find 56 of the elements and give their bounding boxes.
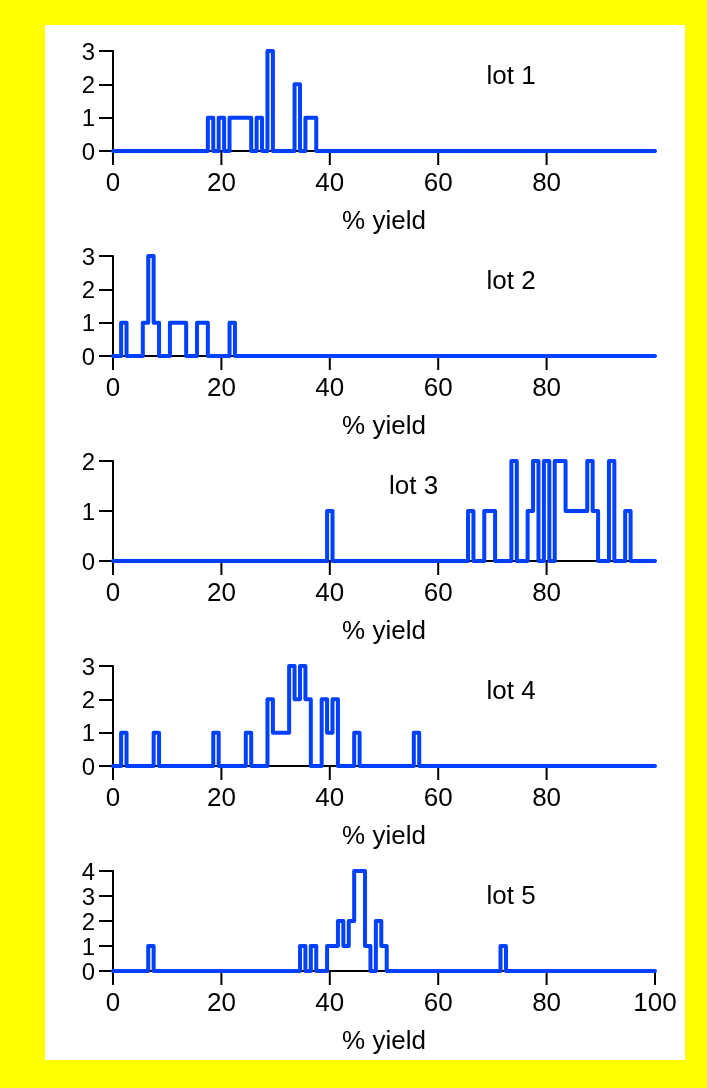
x-tick-label: 20	[206, 782, 236, 812]
x-tick-label: 80	[532, 782, 562, 812]
x-tick-label: 40	[315, 372, 345, 402]
chart-title: lot 4	[486, 675, 536, 705]
x-tick-label: 20	[206, 577, 236, 607]
x-axis-title: % yield	[342, 410, 426, 440]
chart-title: lot 1	[486, 60, 536, 90]
x-tick-label: 80	[532, 987, 562, 1017]
x-tick-label: 40	[315, 577, 345, 607]
y-tick-label: 0	[81, 342, 95, 370]
x-tick-label: 60	[423, 372, 453, 402]
x-tick-label: 0	[105, 987, 121, 1017]
x-tick-label: 100	[633, 987, 677, 1017]
y-tick-label: 0	[81, 957, 95, 985]
x-axis-title: % yield	[342, 615, 426, 645]
y-tick-label: 2	[81, 685, 95, 713]
x-tick-label: 80	[532, 577, 562, 607]
x-axis-title: % yield	[342, 1025, 426, 1055]
x-tick-label: 20	[206, 372, 236, 402]
y-tick-label: 0	[81, 752, 95, 780]
chart-title: lot 3	[389, 470, 439, 500]
y-tick-label: 1	[81, 104, 95, 132]
y-tick-label: 2	[81, 275, 95, 303]
x-tick-label: 20	[206, 987, 236, 1017]
chart-title: lot 2	[486, 265, 536, 295]
y-tick-label: 3	[81, 652, 95, 680]
x-tick-label: 0	[105, 577, 121, 607]
y-tick-label: 2	[81, 447, 95, 475]
y-tick-label: 1	[81, 497, 95, 525]
x-tick-label: 80	[532, 372, 562, 402]
y-tick-label: 2	[81, 70, 95, 98]
x-tick-label: 40	[315, 782, 345, 812]
x-tick-label: 60	[423, 577, 453, 607]
x-tick-label: 60	[423, 167, 453, 197]
y-tick-label: 1	[81, 932, 95, 960]
y-tick-label: 3	[81, 37, 95, 65]
y-tick-label: 4	[81, 857, 95, 885]
x-tick-label: 60	[423, 782, 453, 812]
x-tick-label: 0	[105, 782, 121, 812]
chart-title: lot 5	[486, 880, 536, 910]
y-tick-label: 2	[81, 907, 95, 935]
x-axis-title: % yield	[342, 205, 426, 235]
x-tick-label: 60	[423, 987, 453, 1017]
y-tick-label: 3	[81, 882, 95, 910]
x-tick-label: 40	[315, 987, 345, 1017]
x-axis-title: % yield	[342, 820, 426, 850]
x-tick-label: 40	[315, 167, 345, 197]
y-tick-label: 0	[81, 137, 95, 165]
y-tick-label: 0	[81, 547, 95, 575]
x-tick-label: 80	[532, 167, 562, 197]
x-tick-label: 0	[105, 372, 121, 402]
y-tick-label: 1	[81, 719, 95, 747]
x-tick-label: 20	[206, 167, 236, 197]
y-tick-label: 1	[81, 309, 95, 337]
y-tick-label: 3	[81, 242, 95, 270]
x-tick-label: 0	[105, 167, 121, 197]
